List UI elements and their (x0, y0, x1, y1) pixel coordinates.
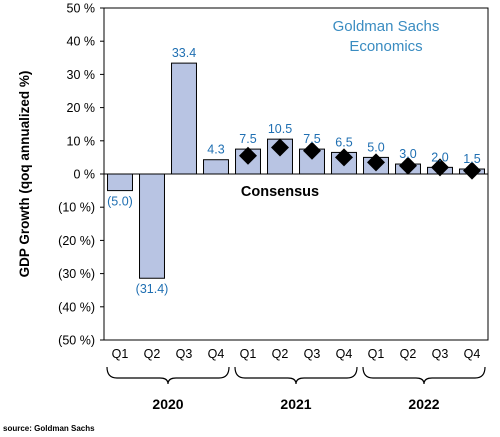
consensus-annotation: Consensus (241, 184, 319, 200)
data-label: 5.0 (367, 140, 384, 154)
year-brace (234, 366, 358, 385)
brand-line-2: Economics (349, 38, 422, 55)
year-label: 2020 (152, 396, 183, 412)
data-label: 3.0 (399, 147, 416, 161)
x-tick-label: Q1 (240, 347, 257, 361)
bar (203, 159, 229, 175)
y-tick-label: 20 % (67, 101, 96, 115)
data-label: 10.5 (268, 122, 292, 136)
y-tick-label: (40 %) (58, 300, 95, 314)
y-tick-label: (30 %) (58, 267, 95, 281)
x-tick-label: Q3 (176, 347, 193, 361)
bar (139, 173, 165, 279)
consensus-marker (431, 158, 449, 177)
data-label: 7.5 (239, 132, 256, 146)
year-brace (106, 366, 230, 385)
x-tick-label: Q4 (208, 347, 225, 361)
consensus-marker (239, 146, 257, 165)
y-tick-label: (20 %) (58, 234, 95, 248)
x-tick-label: Q3 (432, 347, 449, 361)
x-tick-label: Q4 (336, 347, 353, 361)
bar (171, 62, 197, 175)
x-axis: Q1 Q2 Q3 Q4 Q1 Q2 Q3 Q4 Q1 Q2 Q3 Q4 (112, 347, 481, 361)
data-label: 6.5 (335, 135, 352, 149)
consensus-marker (271, 138, 289, 157)
y-tick-label: 0 % (73, 168, 95, 182)
data-labels: (5.0) (31.4) 33.4 4.3 7.5 10.5 7.5 6.5 5.0 3.0 2.0… (107, 46, 481, 296)
consensus-marker (303, 141, 321, 160)
x-tick-label: Q4 (464, 347, 481, 361)
data-label: 4.3 (207, 143, 224, 157)
y-axis: 50 % 40 % 30 % 20 % 10 % 0 % (10 %) (20 %) (30 %… (58, 2, 104, 348)
x-tick-label: Q1 (368, 347, 385, 361)
x-tick-label: Q2 (400, 347, 417, 361)
y-tick-label: 10 % (67, 134, 96, 148)
bar-series (104, 62, 488, 279)
data-label: 7.5 (303, 132, 320, 146)
consensus-marker (367, 153, 385, 172)
x-tick-label: Q2 (144, 347, 161, 361)
data-label: (5.0) (107, 195, 133, 209)
y-tick-label: (10 %) (58, 201, 95, 215)
data-label: (31.4) (136, 282, 169, 296)
year-label: 2021 (280, 396, 311, 412)
brand-line-1: Goldman Sachs (333, 18, 440, 35)
data-label: 1.5 (463, 152, 480, 166)
data-label: 33.4 (172, 46, 196, 60)
year-groups: 2020 2021 2022 (106, 366, 486, 412)
x-tick-label: Q3 (304, 347, 321, 361)
year-label: 2022 (408, 396, 439, 412)
bar (107, 173, 133, 192)
consensus-marker (463, 161, 481, 180)
data-label: 2.0 (431, 150, 448, 164)
source-note: source: Goldman Sachs (3, 424, 95, 433)
y-tick-label: 40 % (67, 35, 96, 49)
y-tick-label: 50 % (67, 2, 96, 16)
x-tick-label: Q1 (112, 347, 129, 361)
y-tick-label: (50 %) (58, 334, 95, 348)
y-tick-label: 30 % (67, 68, 96, 82)
consensus-series (239, 138, 481, 180)
year-brace (362, 366, 486, 385)
x-tick-label: Q2 (272, 347, 289, 361)
consensus-marker (335, 148, 353, 167)
consensus-marker (399, 156, 417, 175)
y-axis-label: GDP Growth (qoq annualized %) (17, 71, 32, 278)
